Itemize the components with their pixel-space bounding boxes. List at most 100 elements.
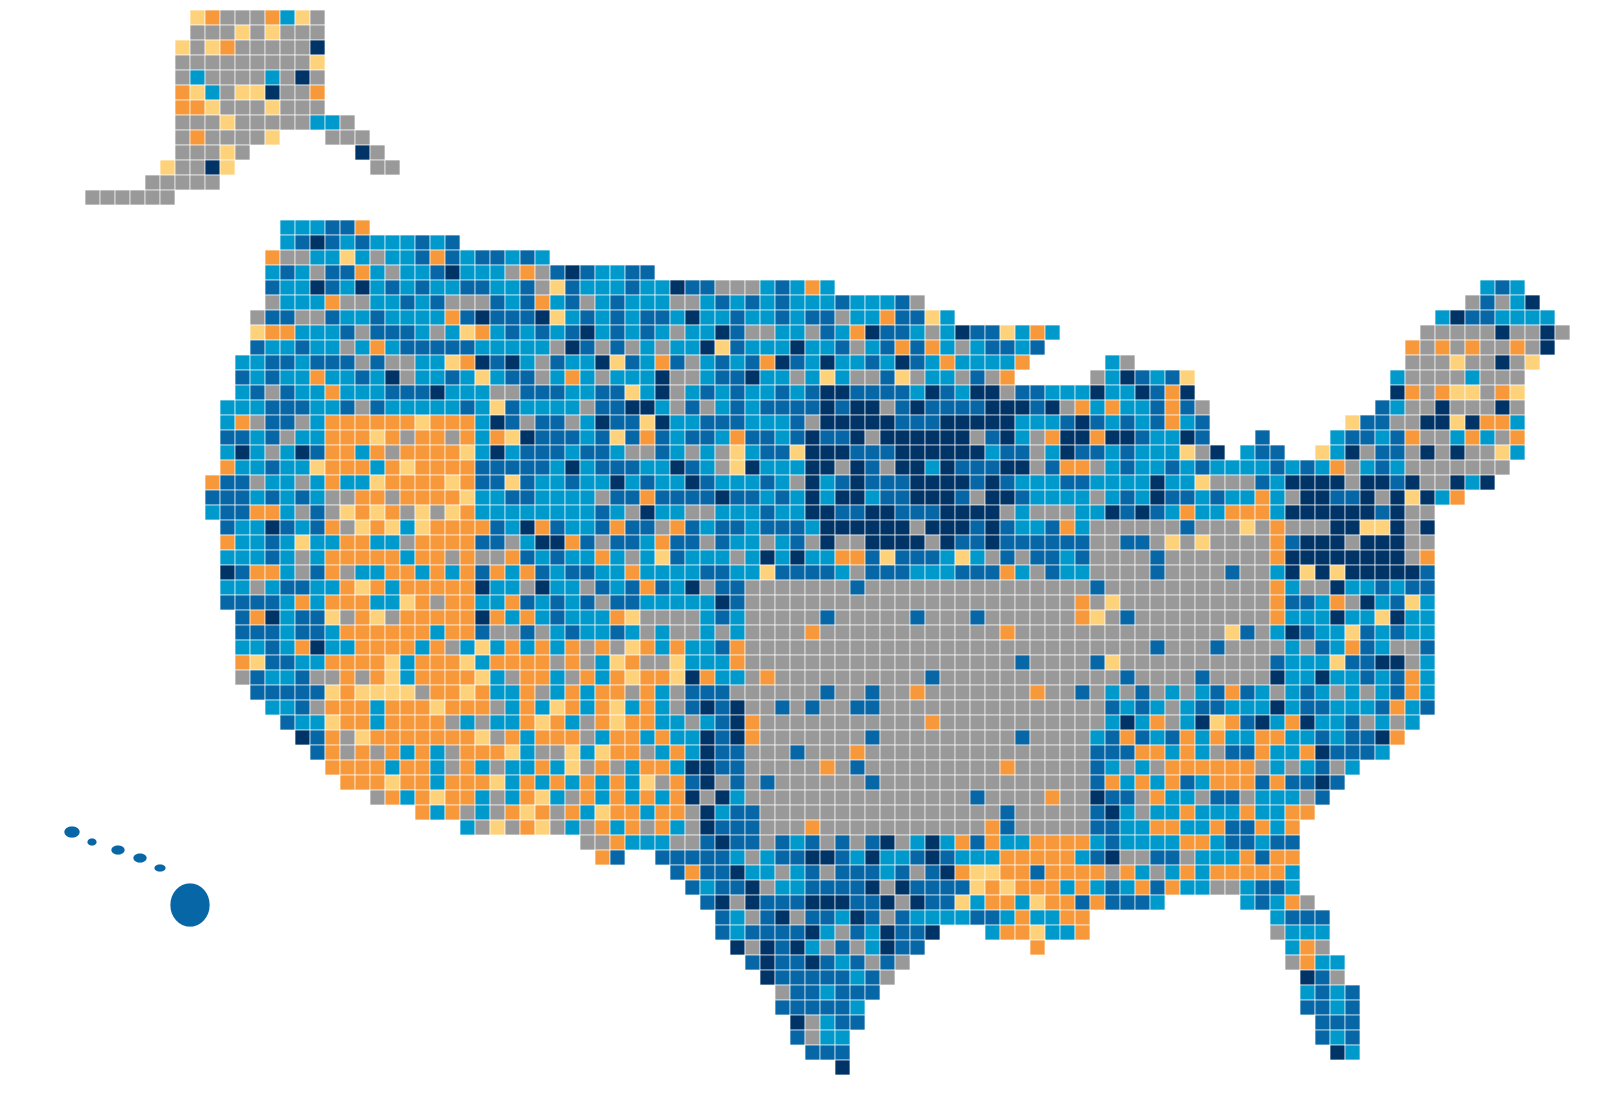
county (699, 744, 716, 761)
county (714, 369, 731, 386)
county (1314, 999, 1331, 1016)
county (564, 504, 581, 521)
county (774, 789, 791, 806)
county (654, 654, 671, 671)
county (624, 459, 641, 476)
county (999, 354, 1016, 371)
county (1089, 594, 1106, 611)
county (774, 954, 791, 971)
county (849, 759, 866, 776)
county (1299, 579, 1316, 596)
county (489, 459, 506, 476)
county (1104, 444, 1121, 461)
county (549, 789, 566, 806)
county (594, 849, 611, 866)
county (1044, 609, 1061, 626)
county (759, 474, 776, 491)
county (969, 504, 986, 521)
county (909, 924, 926, 941)
county (1254, 894, 1271, 911)
county (684, 654, 701, 671)
county (1029, 729, 1046, 746)
county (654, 519, 671, 536)
county (444, 474, 461, 491)
county (939, 564, 956, 581)
county (609, 699, 626, 716)
county (189, 9, 206, 26)
county (774, 354, 791, 371)
county (1164, 864, 1181, 881)
county (1104, 534, 1121, 551)
county (1314, 909, 1331, 926)
county (414, 279, 431, 296)
county (204, 39, 221, 56)
county (369, 369, 386, 386)
county (579, 279, 596, 296)
county (339, 324, 356, 341)
county (1014, 759, 1031, 776)
county (744, 534, 761, 551)
county (1344, 414, 1361, 431)
county (1419, 609, 1436, 626)
county (519, 789, 536, 806)
county (699, 339, 716, 356)
county (984, 339, 1001, 356)
county (819, 969, 836, 986)
county (804, 354, 821, 371)
county (1224, 834, 1241, 851)
county (789, 684, 806, 701)
county (489, 789, 506, 806)
county (954, 339, 971, 356)
county (789, 474, 806, 491)
county (564, 624, 581, 641)
county (1269, 924, 1286, 941)
county (1254, 504, 1271, 521)
county (894, 534, 911, 551)
county (969, 324, 986, 341)
county (1419, 489, 1436, 506)
county (249, 549, 266, 566)
county (834, 699, 851, 716)
county (549, 684, 566, 701)
county (969, 684, 986, 701)
county (1164, 609, 1181, 626)
county (849, 969, 866, 986)
county (324, 339, 341, 356)
county (1239, 834, 1256, 851)
county (354, 444, 371, 461)
county (834, 924, 851, 941)
county (969, 399, 986, 416)
county (414, 234, 431, 251)
county (699, 459, 716, 476)
county (309, 69, 326, 86)
county (984, 489, 1001, 506)
county (1209, 654, 1226, 671)
county (324, 354, 341, 371)
county (1269, 879, 1286, 896)
county (909, 519, 926, 536)
county (1044, 849, 1061, 866)
county (1239, 624, 1256, 641)
county (834, 579, 851, 596)
county (879, 759, 896, 776)
county (354, 564, 371, 581)
county (1029, 384, 1046, 401)
county (1344, 1014, 1361, 1031)
county (684, 594, 701, 611)
county (939, 489, 956, 506)
county (609, 834, 626, 851)
county (654, 669, 671, 686)
county (1344, 459, 1361, 476)
county (639, 669, 656, 686)
county (624, 369, 641, 386)
county (954, 594, 971, 611)
county (534, 324, 551, 341)
county (1404, 669, 1421, 686)
county (1239, 789, 1256, 806)
county (1104, 729, 1121, 746)
county (804, 1044, 821, 1061)
county (1299, 699, 1316, 716)
county (459, 654, 476, 671)
county (759, 339, 776, 356)
county (414, 474, 431, 491)
